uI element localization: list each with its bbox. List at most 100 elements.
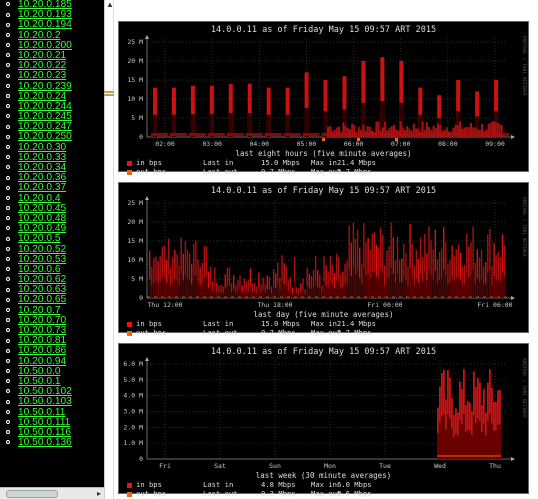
list-item[interactable]: 10.20.0.94 — [0, 355, 104, 367]
device-link[interactable]: 10.50.0.103 — [18, 396, 72, 408]
device-link[interactable]: 10.20.0.65 — [18, 294, 67, 306]
list-item[interactable]: 10.20.0.23 — [0, 71, 104, 81]
legend-last: 0.7 Mbps — [261, 328, 296, 337]
legend-row: in bps Last in 4.8 Mbps Max in 6.0 Mbps — [127, 480, 372, 489]
list-item[interactable]: 10.50.0.111 — [0, 416, 104, 428]
list-item[interactable]: 10.20.0.30 — [0, 141, 104, 153]
device-link[interactable]: 10.50.0.116 — [18, 426, 72, 438]
panel-splitter[interactable] — [104, 0, 114, 499]
list-item[interactable]: 10.50.0.103 — [0, 397, 104, 407]
list-item[interactable]: 10.20.0.48 — [0, 212, 104, 224]
device-link[interactable]: 10.20.0.2 — [18, 29, 61, 41]
list-item[interactable]: 10.20.0.34 — [0, 162, 104, 173]
device-link[interactable]: 10.20.0.33 — [18, 151, 67, 163]
device-link[interactable]: 10.20.0.62 — [18, 274, 67, 286]
device-link[interactable]: 10.20.0.250 — [18, 131, 72, 143]
list-item[interactable]: 10.20.0.193 — [0, 10, 104, 20]
list-item[interactable]: 10.20.0.194 — [0, 20, 104, 30]
device-link[interactable]: 10.20.0.52 — [18, 243, 67, 255]
device-link[interactable]: 10.20.0.53 — [18, 253, 67, 265]
device-link[interactable]: 10.20.0.200 — [18, 39, 72, 51]
list-item[interactable]: 10.50.0.116 — [0, 426, 104, 438]
device-link[interactable]: 10.20.0.193 — [18, 9, 72, 21]
list-item[interactable]: 10.20.0.4 — [0, 192, 104, 204]
device-link[interactable]: 10.20.0.81 — [18, 335, 67, 347]
device-link[interactable]: 10.20.0.21 — [18, 49, 67, 61]
list-item[interactable]: 10.20.0.247 — [0, 122, 104, 132]
device-link[interactable]: 10.20.0.4 — [18, 192, 61, 204]
device-link[interactable]: 10.20.0.6 — [18, 263, 61, 275]
list-item[interactable]: 10.20.0.86 — [0, 346, 104, 356]
list-item[interactable]: 10.20.0.52 — [0, 243, 104, 255]
list-item[interactable]: 10.20.0.24 — [0, 90, 104, 102]
device-link[interactable]: 10.20.0.48 — [18, 212, 67, 224]
bar — [317, 270, 319, 298]
list-item[interactable]: 10.50.0.0 — [0, 365, 104, 377]
scroll-right-arrow-icon[interactable]: ▸ — [96, 489, 101, 498]
list-item[interactable]: 10.20.0.250 — [0, 132, 104, 142]
device-link[interactable]: 10.20.0.24 — [18, 90, 67, 102]
list-item[interactable]: 10.20.0.7 — [0, 304, 104, 316]
list-item[interactable]: 10.20.0.245 — [0, 111, 104, 123]
device-link[interactable]: 10.50.0.0 — [18, 365, 61, 377]
device-link[interactable]: 10.20.0.70 — [18, 314, 67, 326]
list-item[interactable]: 10.20.0.65 — [0, 295, 104, 305]
scrollbar-thumb[interactable] — [6, 490, 58, 498]
list-item[interactable]: 10.20.0.5 — [0, 234, 104, 244]
device-link[interactable]: 10.20.0.185 — [18, 0, 72, 10]
splitter-grip-icon[interactable] — [104, 91, 114, 99]
device-link[interactable]: 10.20.0.63 — [18, 284, 67, 296]
device-link[interactable]: 10.20.0.34 — [18, 162, 67, 173]
list-item[interactable]: 10.20.0.244 — [0, 100, 104, 112]
tree-horizontal-scrollbar[interactable]: ▸ — [0, 487, 104, 499]
list-item[interactable]: 10.20.0.33 — [0, 151, 104, 163]
list-item[interactable]: 10.20.0.70 — [0, 314, 104, 326]
device-link[interactable]: 10.20.0.37 — [18, 182, 67, 194]
device-link[interactable]: 10.20.0.7 — [18, 304, 61, 316]
list-item[interactable]: 10.50.0.136 — [0, 437, 104, 449]
device-link[interactable]: 10.20.0.194 — [18, 19, 72, 31]
list-item[interactable]: 10.20.0.73 — [0, 325, 104, 336]
device-link[interactable]: 10.20.0.94 — [18, 355, 67, 367]
list-item[interactable]: 10.20.0.49 — [0, 224, 104, 234]
list-item[interactable]: 10.50.0.102 — [0, 387, 104, 397]
device-link[interactable]: 10.50.0.1 — [18, 375, 61, 387]
list-item[interactable]: 10.50.0.11 — [0, 406, 104, 418]
right-scrollbar[interactable] — [532, 0, 538, 499]
device-link[interactable]: 10.50.0.136 — [18, 437, 72, 449]
device-link[interactable]: 10.20.0.239 — [18, 80, 72, 92]
list-item[interactable]: 10.20.0.185 — [0, 0, 104, 10]
list-item[interactable]: 10.20.0.45 — [0, 202, 104, 214]
list-item[interactable]: 10.20.0.36 — [0, 173, 104, 183]
device-link[interactable]: 10.20.0.45 — [18, 202, 67, 214]
device-link[interactable]: 10.50.0.102 — [18, 386, 72, 398]
list-item[interactable]: 10.20.0.6 — [0, 263, 104, 275]
list-item[interactable]: 10.20.0.200 — [0, 39, 104, 51]
list-item[interactable]: 10.20.0.81 — [0, 336, 104, 346]
device-link[interactable]: 10.20.0.86 — [18, 345, 67, 357]
device-link[interactable]: 10.20.0.245 — [18, 111, 72, 123]
device-link[interactable]: 10.20.0.5 — [18, 233, 61, 245]
device-link[interactable]: 10.20.0.244 — [18, 100, 72, 112]
device-link[interactable]: 10.20.0.23 — [18, 70, 67, 82]
device-link[interactable]: 10.20.0.49 — [18, 223, 67, 235]
list-item[interactable]: 10.20.0.53 — [0, 253, 104, 265]
device-link[interactable]: 10.20.0.30 — [18, 141, 67, 153]
list-item[interactable]: 10.50.0.1 — [0, 375, 104, 387]
device-link[interactable]: 10.20.0.247 — [18, 121, 72, 133]
bullet-icon — [6, 236, 10, 241]
device-link[interactable]: 10.20.0.36 — [18, 172, 67, 184]
scroll-up-arrow-icon[interactable]: ▲ — [106, 0, 114, 9]
list-item[interactable]: 10.20.0.22 — [0, 61, 104, 71]
list-item[interactable]: 10.20.0.62 — [0, 274, 104, 286]
list-item[interactable]: 10.20.0.37 — [0, 183, 104, 193]
device-link[interactable]: 10.50.0.11 — [18, 406, 66, 418]
device-link[interactable]: 10.20.0.22 — [18, 60, 67, 72]
list-item[interactable]: 10.20.0.63 — [0, 285, 104, 295]
device-link[interactable]: 10.50.0.111 — [18, 416, 71, 428]
bar — [411, 244, 413, 298]
list-item[interactable]: 10.20.0.21 — [0, 49, 104, 61]
list-item[interactable]: 10.20.0.2 — [0, 29, 104, 41]
device-link[interactable]: 10.20.0.73 — [18, 325, 67, 336]
list-item[interactable]: 10.20.0.239 — [0, 80, 104, 92]
